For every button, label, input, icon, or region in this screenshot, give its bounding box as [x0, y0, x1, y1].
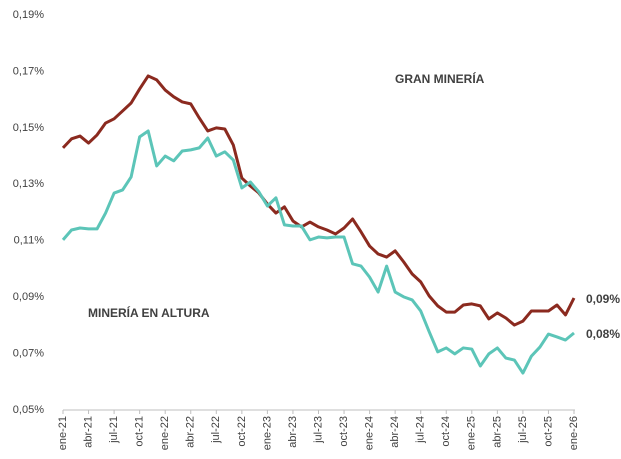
y-tick-label: 0,13% — [13, 178, 44, 190]
value-label: 0,09% — [586, 292, 620, 306]
y-tick-label: 0,19% — [13, 9, 44, 21]
series-label: MINERÍA EN ALTURA — [88, 305, 210, 320]
y-tick-label: 0,15% — [13, 122, 44, 134]
x-tick-label: jul-25 — [517, 416, 529, 444]
x-tick-label: abr-21 — [82, 416, 94, 448]
x-tick-label: abr-25 — [491, 416, 503, 448]
x-tick-label: oct-21 — [134, 416, 146, 447]
x-tick-label: ene-26 — [568, 416, 580, 450]
x-tick-label: ene-25 — [466, 416, 478, 450]
value-label: 0,08% — [586, 327, 620, 341]
y-tick-label: 0,17% — [13, 65, 44, 77]
x-tick-label: oct-24 — [440, 416, 452, 447]
x-tick-label: ene-22 — [159, 416, 171, 450]
series-label: GRAN MINERÍA — [395, 71, 485, 86]
x-tick-label: abr-23 — [287, 416, 299, 448]
x-tick-label: ene-23 — [261, 416, 273, 450]
series-line — [61, 74, 576, 327]
x-tick-label: jul-21 — [108, 416, 120, 444]
x-tick-label: jul-24 — [415, 416, 427, 444]
x-tick-label: ene-24 — [364, 416, 376, 450]
x-tick-label: abr-24 — [389, 416, 401, 448]
x-tick-label: abr-22 — [185, 416, 197, 448]
y-tick-label: 0,09% — [13, 291, 44, 303]
y-tick-label: 0,11% — [14, 235, 45, 247]
x-tick-label: jul-22 — [210, 416, 222, 444]
y-tick-label: 0,07% — [13, 347, 44, 359]
x-tick-label: ene-21 — [57, 416, 69, 450]
x-tick-label: oct-22 — [236, 416, 248, 447]
series-line — [61, 129, 575, 375]
x-tick-label: oct-25 — [542, 416, 554, 447]
y-tick-label: 0,05% — [13, 404, 44, 416]
x-tick-label: jul-23 — [312, 416, 324, 444]
x-tick-label: oct-23 — [338, 416, 350, 447]
